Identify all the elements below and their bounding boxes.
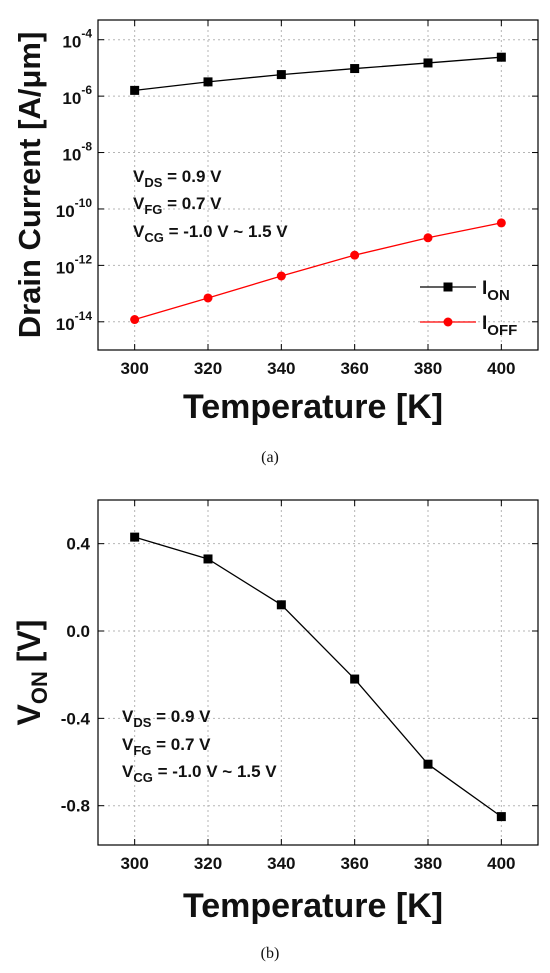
chart-b-x-tick-label: 320	[194, 854, 222, 873]
chart-a-x-tick-label: 300	[120, 359, 148, 378]
chart-a-legend-label: ION	[482, 278, 510, 304]
chart-a-series-0-point	[423, 58, 433, 68]
chart-a-series-1-point	[350, 250, 360, 260]
chart-a-legend: ION IOFF	[420, 278, 517, 339]
chart-b-y-tick-label: -0.8	[61, 797, 90, 816]
chart-a-y-tick-label: 10-4	[62, 27, 92, 52]
chart-a-series-1-point	[423, 233, 433, 243]
chart-b-x-tick-label: 360	[340, 854, 368, 873]
chart-b-x-tick-label: 380	[414, 854, 442, 873]
chart-b-series-0-line	[134, 536, 502, 818]
chart-b-y-tick-label: 0.4	[66, 535, 90, 554]
chart-a-x-tick-label: 360	[340, 359, 368, 378]
chart-b-x-tick-label: 340	[267, 854, 295, 873]
chart-a-legend-marker	[443, 282, 453, 292]
chart-a-legend-label: IOFF	[482, 313, 517, 339]
chart-b-x-tick-label: 400	[487, 854, 515, 873]
chart-a-condition-ds: VDS = 0.9 V	[133, 167, 222, 190]
chart-a-y-tick-label: 10-14	[56, 309, 93, 334]
chart-a-series-1-line	[134, 222, 502, 321]
chart-b-series-0-point	[496, 812, 506, 822]
chart-a-y-axis-title: Drain Current [A/μm]	[12, 32, 47, 339]
chart-a-x-axis-title: Temperature [K]	[183, 388, 443, 426]
chart-a-plot-frame	[97, 19, 539, 351]
chart-b-y-tick-label: 0.0	[66, 622, 90, 641]
chart-a-series-0-point	[130, 85, 140, 95]
chart-b-condition-fg: VFG = 0.7 V	[122, 735, 211, 758]
chart-a-series-1-point	[276, 271, 286, 281]
chart-b-series-0-point	[423, 759, 433, 769]
chart-a-series-0-point	[350, 64, 360, 74]
chart-b-x-axis-title: Temperature [K]	[183, 887, 443, 925]
chart-a-series-0-point	[203, 77, 213, 87]
chart-b-x-tick-label: 300	[120, 854, 148, 873]
chart-b-series-0-point	[203, 554, 213, 564]
chart-a-x-tick-label: 380	[414, 359, 442, 378]
chart-b-plot-frame	[97, 499, 539, 846]
chart-b-series-0-point	[276, 600, 286, 610]
chart-a-series-1-point	[203, 293, 213, 303]
chart-a-series-1-point	[130, 315, 140, 325]
chart-a-y-tick-label: 10-8	[62, 140, 92, 165]
chart-a-legend-marker	[443, 317, 453, 327]
chart-a-condition-fg: VFG = 0.7 V	[133, 194, 222, 217]
chart-a-series-0-line	[134, 56, 502, 92]
chart-a-x-tick-label: 400	[487, 359, 515, 378]
chart-a-y-tick-label: 10-6	[62, 83, 92, 108]
chart-a-condition-cg: VCG = -1.0 V ~ 1.5 V	[133, 222, 288, 245]
chart-a-series-0-point	[276, 70, 286, 80]
chart-b-y-tick-label: -0.4	[61, 709, 91, 728]
chart-b-condition-ds: VDS = 0.9 V	[122, 707, 211, 730]
chart-b-panel-caption: (b)	[261, 945, 280, 962]
chart-a-panel-caption: (a)	[261, 449, 279, 466]
chart-a-y-tick-label: 10-10	[56, 196, 93, 221]
chart-a-y-tick-label: 10-12	[56, 252, 93, 277]
chart-b-series-0-point	[130, 532, 140, 542]
chart-a-x-tick-label: 320	[194, 359, 222, 378]
chart-a-x-tick-label: 340	[267, 359, 295, 378]
chart-b-y-axis-title: VON [V]	[11, 620, 52, 726]
chart-a-series-1-point	[496, 218, 506, 228]
chart-a-series-0-point	[496, 52, 506, 62]
chart-b-condition-cg: VCG = -1.0 V ~ 1.5 V	[122, 762, 277, 785]
chart-b-series-0-point	[350, 674, 360, 684]
